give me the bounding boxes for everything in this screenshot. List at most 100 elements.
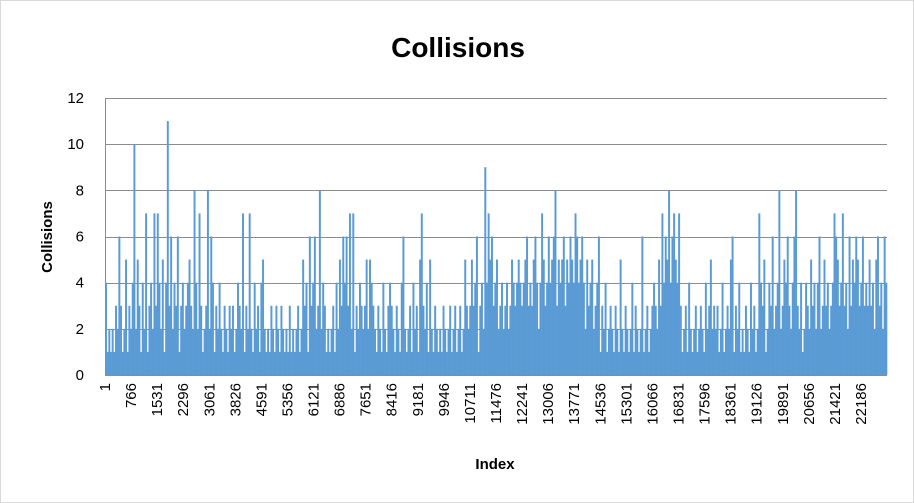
x-tick-label: 6121 <box>306 383 323 416</box>
bar <box>255 328 258 375</box>
bar <box>851 259 854 375</box>
bar <box>472 305 475 375</box>
bar <box>385 351 388 375</box>
bar <box>490 236 493 375</box>
bar <box>322 282 325 375</box>
bar <box>713 305 716 375</box>
bar <box>447 328 450 375</box>
y-tick-label: 6 <box>76 229 84 246</box>
x-tick-label: 3061 <box>201 383 218 416</box>
bar <box>125 259 128 375</box>
bar <box>238 305 241 375</box>
x-tick-label: 8416 <box>384 383 401 416</box>
bar <box>589 282 592 375</box>
bar <box>785 282 788 375</box>
bar <box>816 282 819 375</box>
bar <box>673 213 676 375</box>
bar <box>365 259 368 375</box>
bar <box>875 259 878 375</box>
bar <box>248 213 251 375</box>
bar <box>414 328 417 375</box>
x-tick-label: 19891 <box>775 383 792 425</box>
bar <box>379 328 381 375</box>
bar <box>617 351 620 375</box>
bar <box>646 305 649 375</box>
bar <box>574 213 577 375</box>
bar <box>741 328 744 375</box>
bar <box>619 259 622 375</box>
bar <box>460 351 463 375</box>
bar <box>572 282 575 375</box>
bar <box>115 305 117 375</box>
bar <box>666 259 669 375</box>
bar <box>312 282 315 375</box>
bar <box>475 236 478 375</box>
bar <box>390 305 393 375</box>
x-tick-label: 1531 <box>149 383 166 416</box>
y-axis-label: Collisions <box>39 201 56 273</box>
bar <box>738 282 741 375</box>
bar <box>282 328 285 375</box>
bar <box>699 305 702 375</box>
bar <box>268 351 271 375</box>
bar <box>462 328 465 375</box>
bar <box>506 282 508 375</box>
bar <box>208 328 211 375</box>
bar <box>664 236 667 375</box>
x-tick-label: 1 <box>97 383 114 391</box>
bar <box>188 259 191 375</box>
bar <box>679 305 682 375</box>
bar <box>327 328 330 375</box>
bar <box>552 236 555 375</box>
x-tick-label: 7651 <box>358 383 375 416</box>
bar <box>688 282 691 375</box>
bar <box>626 328 629 375</box>
bar <box>280 305 283 375</box>
bar <box>586 259 589 375</box>
bar <box>571 259 574 375</box>
x-tick-label: 6886 <box>332 383 349 416</box>
bar <box>643 351 646 375</box>
bar <box>143 328 146 375</box>
bar <box>611 328 614 375</box>
bar <box>258 351 261 375</box>
bar <box>638 351 640 375</box>
bar <box>193 190 196 375</box>
bar <box>681 351 684 375</box>
bar <box>658 259 661 375</box>
bar <box>407 328 410 375</box>
bar <box>242 213 244 375</box>
bar <box>693 328 696 375</box>
bar <box>178 351 181 375</box>
bar <box>858 305 861 375</box>
bar <box>180 305 183 375</box>
bar <box>253 282 256 375</box>
bar <box>480 282 483 375</box>
bar <box>350 328 353 375</box>
bar <box>639 328 642 375</box>
bar <box>226 351 229 375</box>
bar <box>524 259 527 375</box>
bar <box>173 282 176 375</box>
bar <box>716 305 719 375</box>
bar <box>160 328 163 375</box>
bar <box>744 305 747 375</box>
bar <box>836 259 839 375</box>
bar <box>511 259 514 375</box>
bar <box>561 259 564 375</box>
bar <box>410 351 413 375</box>
bar <box>437 351 440 375</box>
bar <box>529 282 532 375</box>
bar <box>357 328 360 375</box>
bar <box>607 328 610 375</box>
bar <box>821 305 824 375</box>
bar <box>467 328 470 375</box>
bar <box>155 305 158 375</box>
bar <box>885 282 888 375</box>
bar <box>450 351 453 375</box>
bar <box>158 282 161 375</box>
bar <box>591 259 594 375</box>
bar <box>113 351 116 375</box>
bar <box>531 305 534 375</box>
bar <box>576 236 579 375</box>
